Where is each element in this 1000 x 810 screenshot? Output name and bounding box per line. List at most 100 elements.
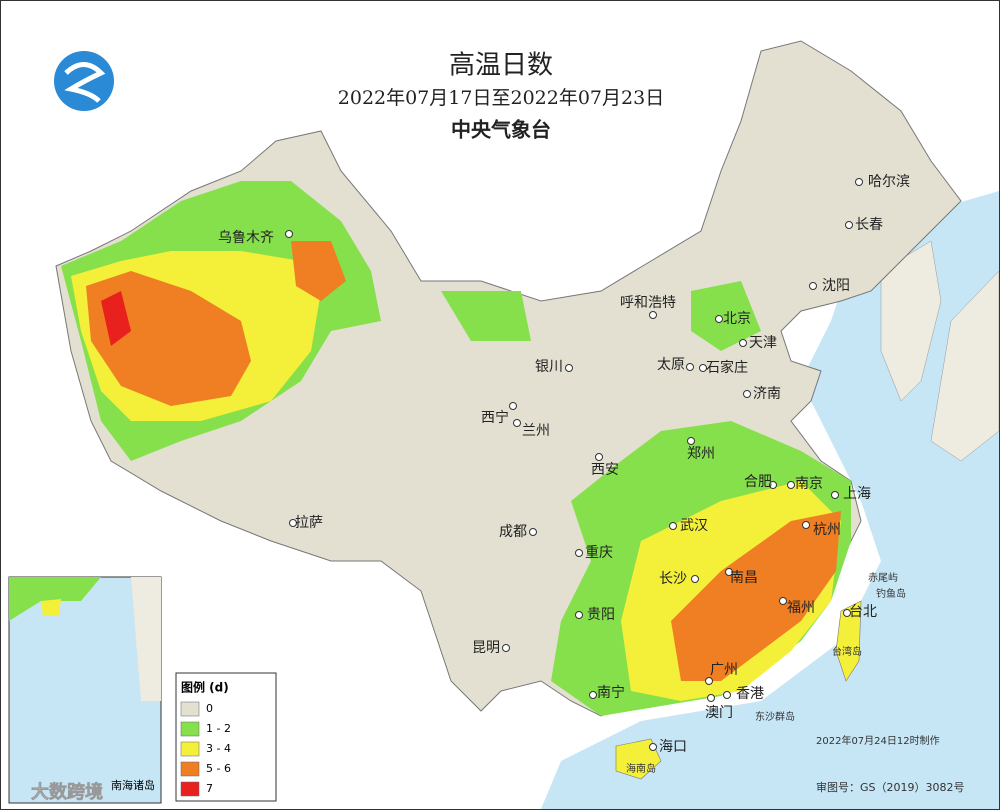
city-label: 武汉	[680, 518, 708, 534]
agency: 中央气象台	[451, 118, 551, 142]
inset-land	[41, 599, 61, 616]
legend-swatch	[180, 741, 200, 757]
inset-land	[9, 577, 101, 621]
city-label: 福州	[787, 600, 815, 616]
city-dot	[723, 691, 731, 699]
heat-area	[101, 291, 131, 346]
legend-label: 3 - 4	[206, 742, 231, 755]
city-label: 贵阳	[587, 607, 615, 623]
city-label: 乌鲁木齐	[218, 230, 274, 246]
city-dot	[513, 419, 521, 427]
city-dot	[686, 363, 694, 371]
city-dot	[289, 519, 297, 527]
city-dot	[831, 491, 839, 499]
city-dot	[739, 339, 747, 347]
city-dot	[502, 644, 510, 652]
city-dot	[707, 694, 715, 702]
city-label: 西宁	[481, 409, 509, 426]
heat-area	[671, 511, 841, 681]
legend-frame	[175, 672, 277, 802]
taiwan	[835, 600, 862, 682]
city-label: 长沙	[659, 571, 687, 587]
island-label: 海南岛	[626, 762, 656, 775]
city-label: 西安	[591, 462, 619, 478]
city-dot	[285, 230, 293, 238]
legend-label: 7	[206, 782, 213, 795]
island-label: 赤尾屿	[868, 572, 898, 584]
city-dot	[843, 609, 851, 617]
city-dot	[855, 178, 863, 186]
legend-label: 5 - 6	[206, 762, 231, 775]
city-label: 广州	[710, 662, 738, 678]
city-dot	[649, 311, 657, 319]
legend-label: 0	[206, 702, 213, 715]
city-label: 银川	[535, 359, 563, 375]
city-dot	[649, 743, 657, 751]
city-label: 成都	[499, 524, 527, 540]
city-dot	[802, 521, 810, 529]
city-label: 香港	[736, 686, 764, 702]
city-dot	[575, 549, 583, 557]
footer-made: 2022年07月24日12时制作	[816, 734, 940, 747]
city-dot	[595, 453, 603, 461]
legend-label: 1 - 2	[206, 722, 231, 735]
city-label: 呼和浩特	[620, 295, 676, 311]
city-label: 台北	[849, 604, 877, 620]
watermark: 大数跨境	[31, 781, 103, 803]
city-label: 太原	[657, 357, 685, 373]
legend-swatch	[180, 761, 200, 777]
logo-mark	[64, 62, 106, 103]
city-dot	[845, 221, 853, 229]
city-label: 南宁	[597, 684, 625, 701]
city-label: 杭州	[813, 522, 841, 538]
city-dot	[669, 522, 677, 530]
city-dot	[787, 481, 795, 489]
heat-area	[291, 241, 346, 301]
city-dot	[687, 437, 695, 445]
city-label: 上海	[843, 486, 871, 502]
city-label: 长春	[855, 217, 883, 233]
heat-area	[441, 291, 531, 341]
city-dot	[699, 364, 707, 372]
city-dot	[509, 402, 517, 410]
city-label: 澳门	[705, 705, 733, 721]
city-label: 济南	[753, 386, 781, 402]
city-label: 海口	[659, 739, 687, 755]
city-label: 南京	[795, 476, 823, 492]
heat-area	[691, 281, 761, 351]
land	[930, 270, 999, 462]
heat-area	[86, 271, 251, 406]
city-dot	[529, 528, 537, 536]
city-label: 沈阳	[822, 278, 850, 294]
city-dot	[809, 282, 817, 290]
city-dot	[769, 481, 777, 489]
city-label: 合肥	[744, 474, 772, 490]
city-label: 昆明	[472, 640, 500, 656]
city-dot	[691, 575, 699, 583]
city-label: 南昌	[730, 570, 758, 586]
city-label: 兰州	[522, 423, 550, 439]
island-label: 东沙群岛	[755, 710, 795, 723]
date-range: 2022年07月17日至2022年07月23日	[338, 87, 664, 109]
footer-review: 审图号：GS（2019）3082号	[816, 780, 965, 794]
city-dot	[705, 677, 713, 685]
title: 高温日数	[449, 51, 553, 81]
island-label: 台湾岛	[832, 645, 862, 658]
city-dot	[715, 315, 723, 323]
legend-swatch	[180, 701, 200, 717]
city-label: 重庆	[585, 545, 613, 561]
city-dot	[743, 390, 751, 398]
legend-swatch	[180, 721, 200, 737]
city-label: 天津	[749, 335, 777, 351]
legend-swatch	[180, 781, 200, 797]
land	[880, 240, 942, 402]
city-label: 石家庄	[706, 359, 748, 376]
city-dot	[779, 597, 787, 605]
legend-title: 图例 (d)	[181, 680, 229, 695]
island-label: 钓鱼岛	[876, 587, 906, 600]
city-label: 郑州	[687, 446, 715, 462]
city-dot	[725, 568, 733, 576]
city-dot	[589, 691, 597, 699]
